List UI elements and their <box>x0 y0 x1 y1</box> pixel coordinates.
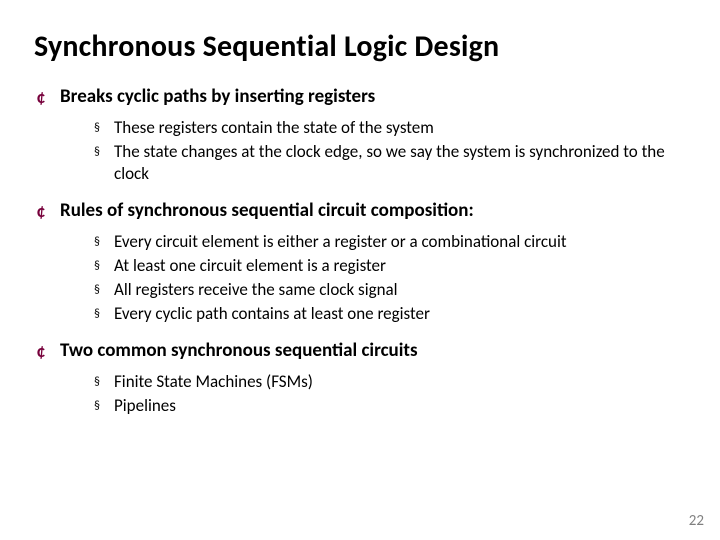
circle-bullet-icon: ¢ <box>34 339 48 363</box>
l2-item: § The state changes at the clock edge, s… <box>92 141 686 185</box>
l1-item: ¢ Two common synchronous sequential circ… <box>34 339 686 417</box>
l2-text: Pipelines <box>114 395 176 417</box>
l2-text: At least one circuit element is a regist… <box>114 255 386 277</box>
page-number: 22 <box>689 512 704 530</box>
l2-item: § All registers receive the same clock s… <box>92 279 686 301</box>
square-bullet-icon: § <box>92 279 102 301</box>
square-bullet-icon: § <box>92 117 102 139</box>
l2-text: These registers contain the state of the… <box>114 117 434 139</box>
l2-text: All registers receive the same clock sig… <box>114 279 398 301</box>
square-bullet-icon: § <box>92 231 102 253</box>
l2-item: § These registers contain the state of t… <box>92 117 686 139</box>
l2-item: § Every circuit element is either a regi… <box>92 231 686 253</box>
slide-title: Synchronous Sequential Logic Design <box>34 28 686 65</box>
l1-item: ¢ Breaks cyclic paths by inserting regis… <box>34 85 686 185</box>
l2-text: The state changes at the clock edge, so … <box>114 141 674 185</box>
circle-bullet-icon: ¢ <box>34 85 48 109</box>
l2-text: Every circuit element is either a regist… <box>114 231 567 253</box>
outline-list: ¢ Breaks cyclic paths by inserting regis… <box>34 85 686 417</box>
l2-item: § Pipelines <box>92 395 686 417</box>
l1-text: Two common synchronous sequential circui… <box>60 339 418 363</box>
square-bullet-icon: § <box>92 371 102 393</box>
l2-list: § Finite State Machines (FSMs) § Pipelin… <box>34 371 686 417</box>
l2-item: § At least one circuit element is a regi… <box>92 255 686 277</box>
square-bullet-icon: § <box>92 395 102 417</box>
square-bullet-icon: § <box>92 303 102 325</box>
l1-text: Breaks cyclic paths by inserting registe… <box>60 85 375 109</box>
slide: Synchronous Sequential Logic Design ¢ Br… <box>0 0 720 540</box>
l2-text: Every cyclic path contains at least one … <box>114 303 430 325</box>
l2-item: § Every cyclic path contains at least on… <box>92 303 686 325</box>
l1-text: Rules of synchronous sequential circuit … <box>60 199 474 223</box>
l2-list: § Every circuit element is either a regi… <box>34 231 686 325</box>
l2-text: Finite State Machines (FSMs) <box>114 371 313 393</box>
square-bullet-icon: § <box>92 141 102 163</box>
l2-item: § Finite State Machines (FSMs) <box>92 371 686 393</box>
l1-item: ¢ Rules of synchronous sequential circui… <box>34 199 686 325</box>
l2-list: § These registers contain the state of t… <box>34 117 686 185</box>
square-bullet-icon: § <box>92 255 102 277</box>
circle-bullet-icon: ¢ <box>34 199 48 223</box>
